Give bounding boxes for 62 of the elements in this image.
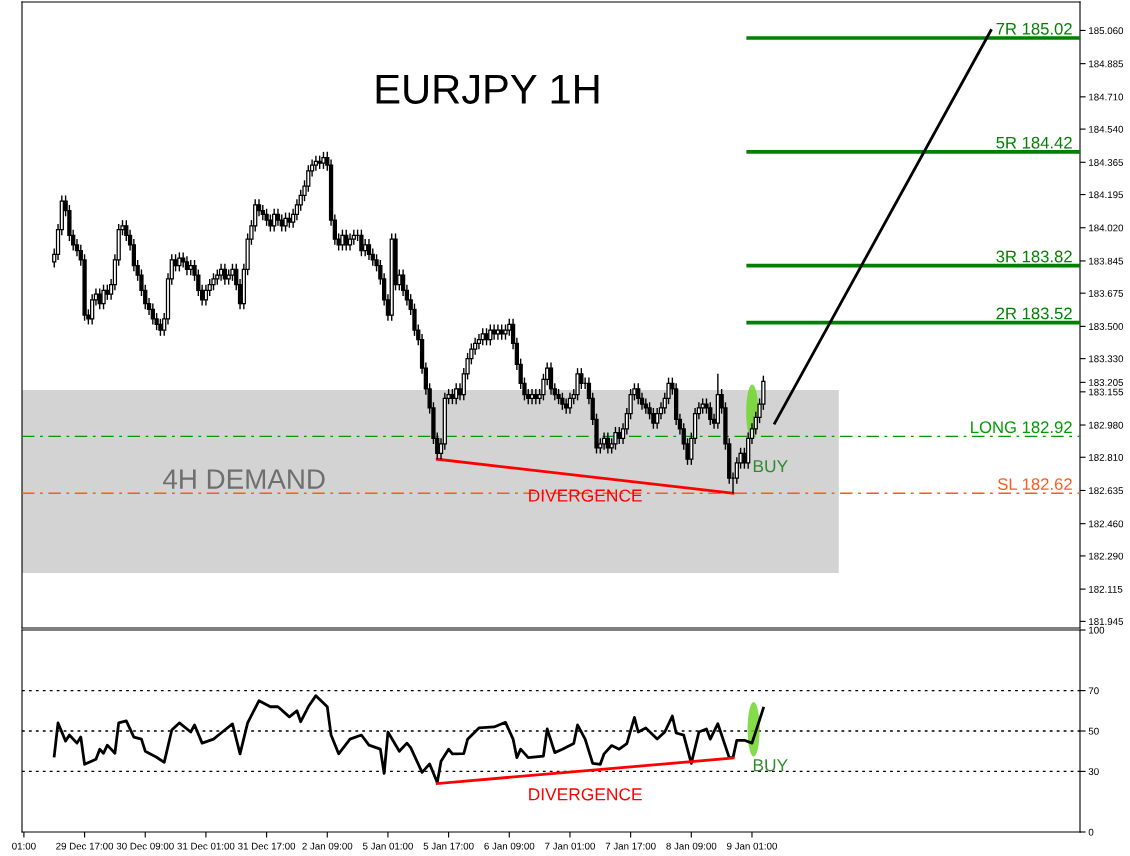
y-tick-label: 184.710 bbox=[1089, 93, 1124, 101]
y-tick-label: 182.290 bbox=[1089, 552, 1124, 560]
candlestick bbox=[203, 283, 209, 307]
y-tick-label: 183.155 bbox=[1089, 388, 1124, 396]
y-tick-label: 183.330 bbox=[1089, 355, 1124, 363]
annotation: DIVERGENCE bbox=[529, 788, 642, 801]
y-tick-label: 181.945 bbox=[1089, 618, 1124, 625]
x-tick-label: 9 Jan 01:00 bbox=[727, 842, 778, 850]
x-tick-label: 8 Jan 09:00 bbox=[666, 842, 717, 850]
x-tick-label: 01:00 bbox=[12, 842, 36, 850]
annotation: BUY bbox=[753, 460, 788, 473]
x-tick-label: 6 Jan 09:00 bbox=[484, 842, 535, 850]
y-tick-label: 100 bbox=[1089, 626, 1105, 634]
candlestick bbox=[567, 392, 573, 415]
candlestick bbox=[548, 361, 554, 396]
y-tick-label: 182.980 bbox=[1089, 421, 1124, 429]
x-tick-label: 29 Dec 17:00 bbox=[56, 842, 114, 850]
x-tick-label: 7 Jan 01:00 bbox=[545, 842, 595, 850]
y-tick-label: 183.845 bbox=[1089, 257, 1124, 265]
x-tick-label: 2 Jan 09:00 bbox=[302, 842, 353, 850]
text: EURJPY 1H bbox=[376, 74, 599, 104]
band-label: 4H DEMAND bbox=[163, 469, 325, 489]
y-tick-label: 50 bbox=[1088, 727, 1099, 735]
candlestick bbox=[564, 397, 569, 415]
annotation: DIVERGENCE bbox=[529, 489, 642, 502]
candlestick bbox=[488, 323, 493, 347]
y-tick-label: 184.195 bbox=[1089, 191, 1124, 199]
y-tick-label: 70 bbox=[1088, 687, 1099, 695]
ref-line-label: 2R 183.52 bbox=[996, 307, 1072, 320]
candlestick bbox=[575, 367, 580, 402]
x-tick-label: 30 Dec 09:00 bbox=[116, 842, 174, 850]
ref-line-label: 5R 184.42 bbox=[996, 136, 1072, 149]
y-tick-label: 183.205 bbox=[1089, 379, 1124, 386]
candlestick bbox=[708, 401, 713, 426]
y-tick-label: 185.060 bbox=[1089, 27, 1124, 35]
x-tick-label: 5 Jan 17:00 bbox=[423, 842, 474, 850]
y-tick-label: 182.810 bbox=[1089, 454, 1124, 461]
candlestick bbox=[491, 323, 497, 341]
x-tick-label: 5 Jan 01:00 bbox=[362, 842, 413, 850]
ref-line-label: LONG 182.92 bbox=[971, 421, 1072, 434]
annotation: BUY bbox=[753, 759, 788, 772]
y-tick-label: 30 bbox=[1088, 768, 1099, 776]
candlestick bbox=[340, 228, 345, 252]
x-tick-label: 7 Jan 17:00 bbox=[605, 842, 656, 850]
y-tick-label: 182.635 bbox=[1089, 487, 1124, 495]
ref-line-label: SL 182.62 bbox=[997, 478, 1072, 491]
y-tick-label: 184.365 bbox=[1089, 159, 1124, 166]
y-tick-label: 184.540 bbox=[1089, 125, 1124, 133]
y-tick-label: 183.500 bbox=[1089, 323, 1124, 330]
candlestick bbox=[177, 251, 182, 273]
y-tick-label: 182.115 bbox=[1089, 585, 1123, 593]
x-tick-label: 31 Dec 17:00 bbox=[238, 842, 296, 850]
x-tick-label: 31 Dec 01:00 bbox=[177, 842, 235, 850]
y-tick-label: 184.885 bbox=[1089, 60, 1124, 68]
y-tick-label: 183.675 bbox=[1089, 289, 1124, 297]
ref-line-label: 7R 185.02 bbox=[996, 22, 1072, 35]
y-tick-label: 0 bbox=[1088, 828, 1094, 836]
candlestick bbox=[347, 232, 353, 252]
candlestick bbox=[344, 228, 349, 252]
ref-line-label: 3R 183.82 bbox=[996, 250, 1072, 263]
y-tick-label: 184.020 bbox=[1089, 224, 1124, 232]
y-tick-label: 182.460 bbox=[1089, 520, 1124, 528]
